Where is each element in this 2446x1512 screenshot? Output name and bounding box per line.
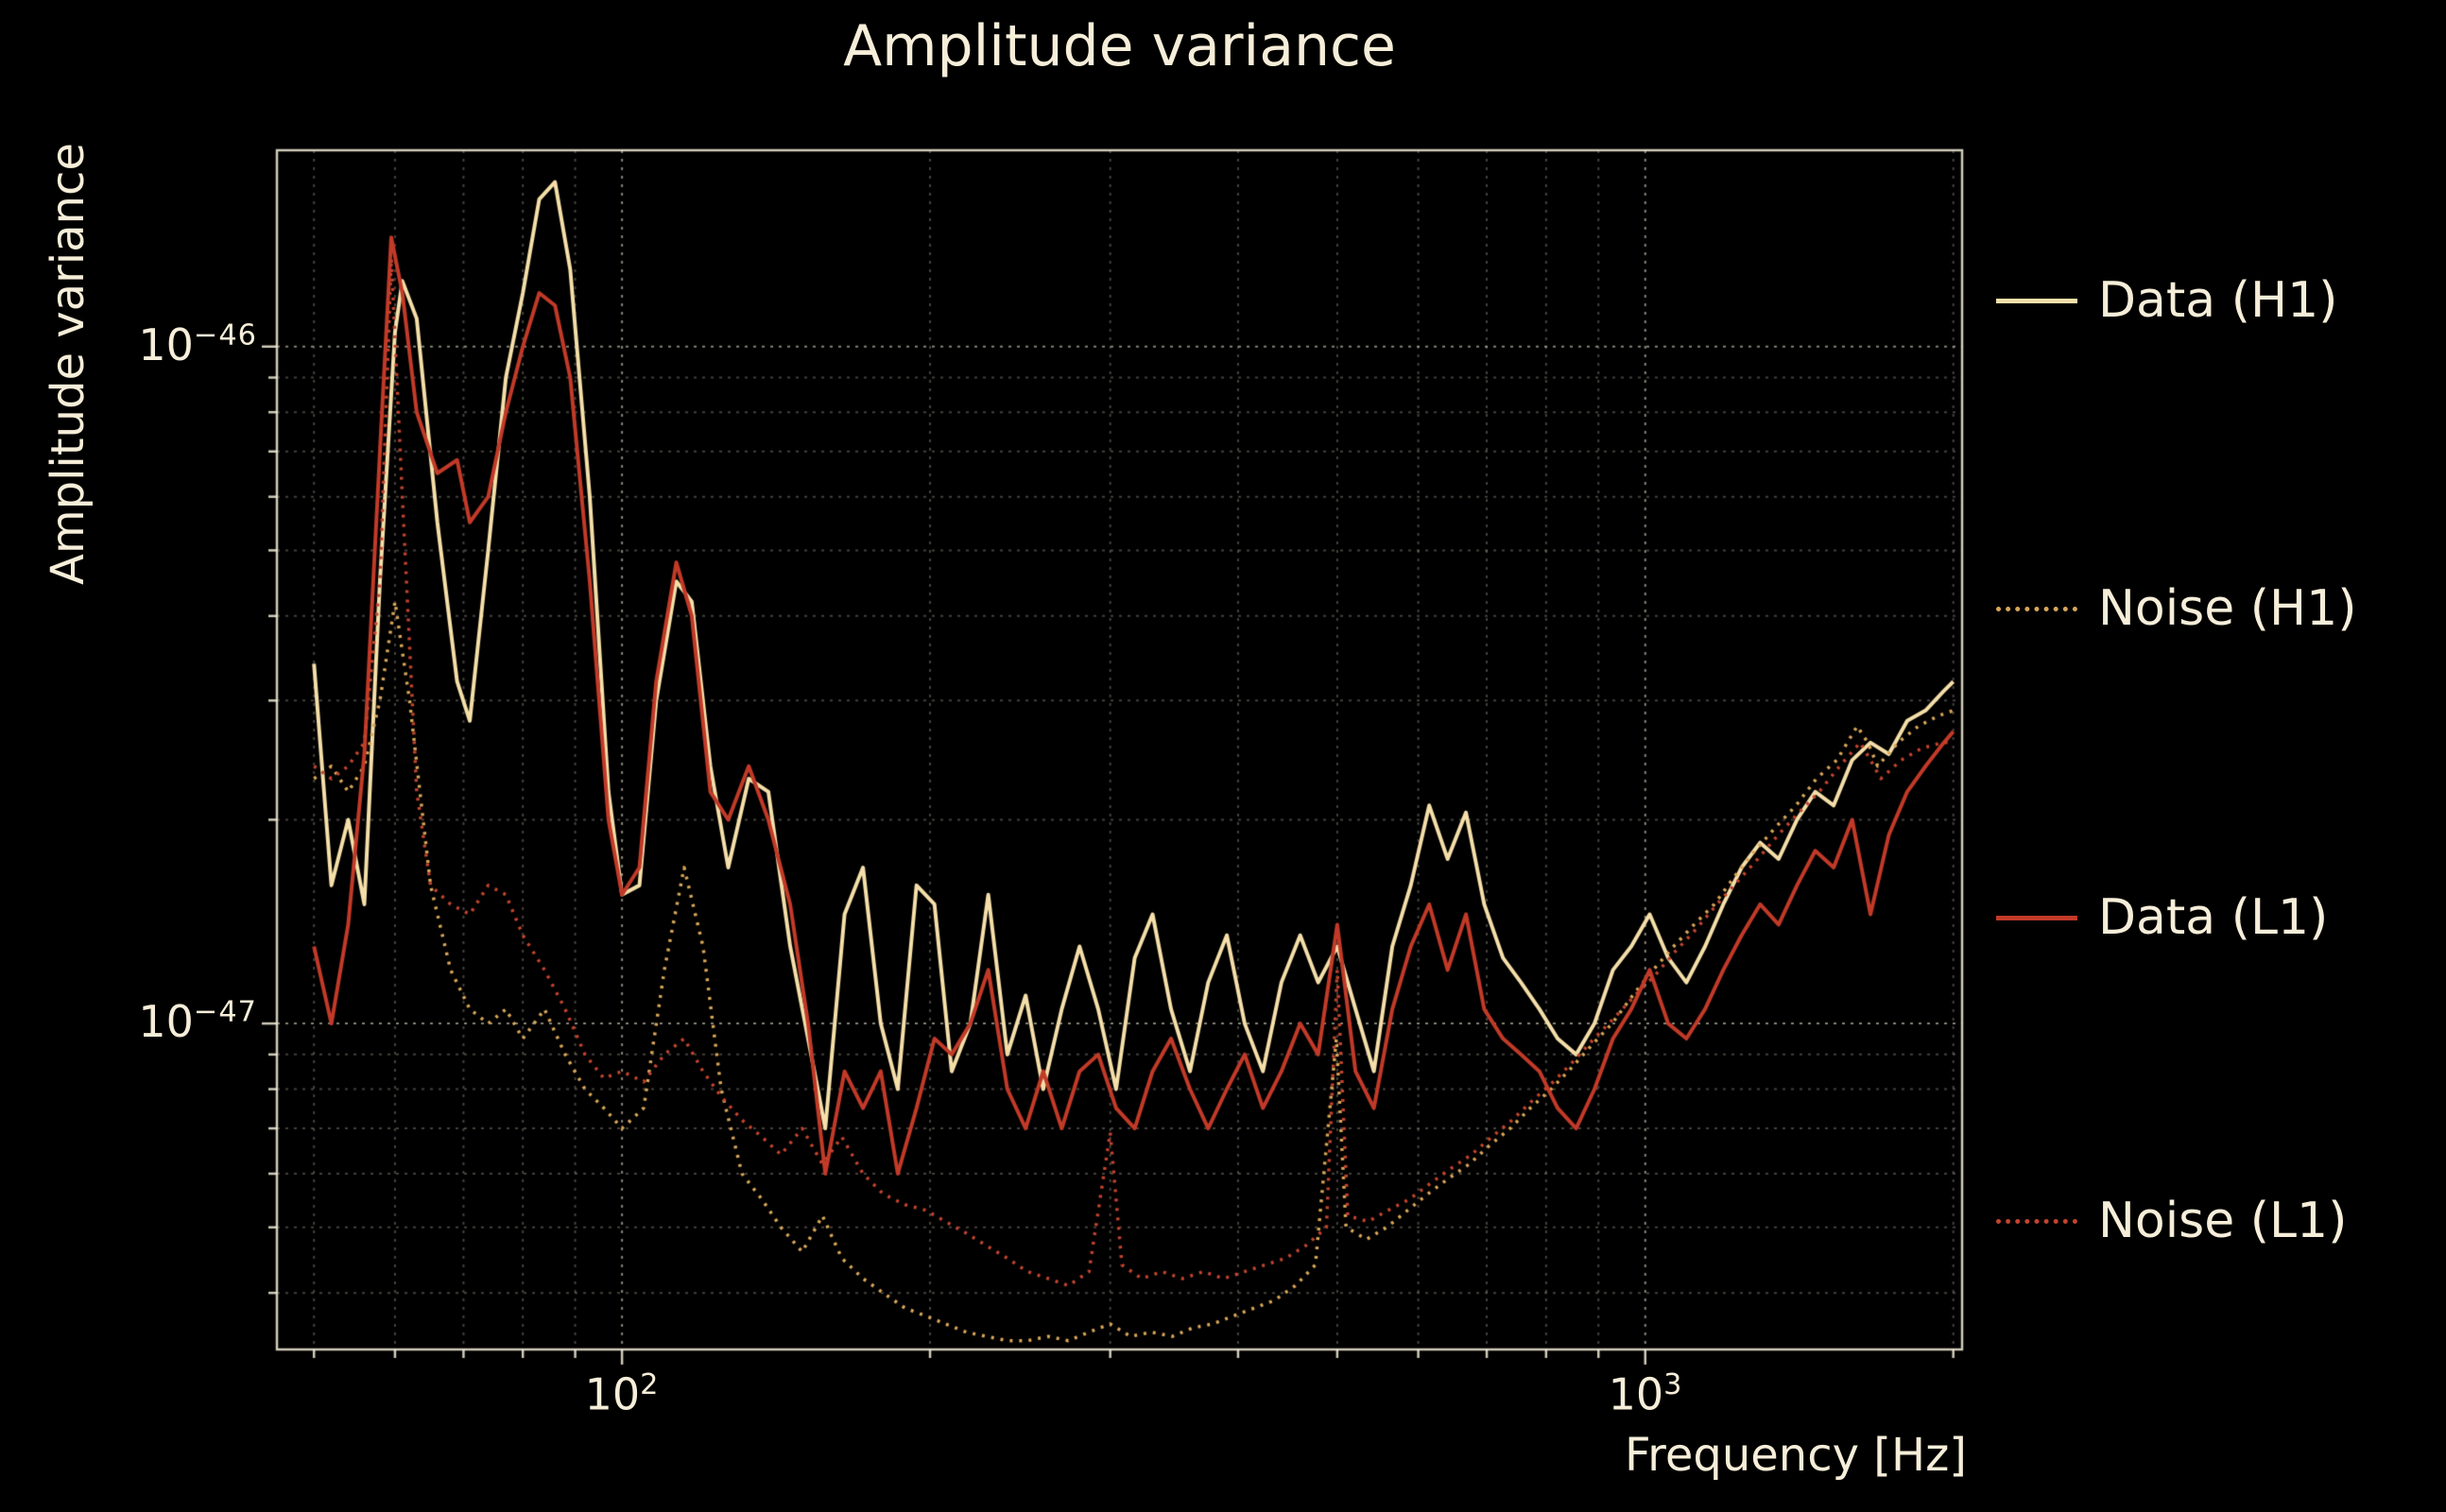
y-tick-base: 10 [138, 995, 194, 1047]
x-tick-100: 102 [585, 1368, 660, 1419]
y-tick-base: 10 [138, 318, 194, 370]
legend-line-sample-data-l1 [1996, 915, 2077, 920]
legend-line-sample-noise-h1 [1996, 606, 2077, 611]
legend-entry-data-h1: Data (H1) [1996, 270, 2337, 331]
legend-label-data-l1: Data (L1) [2098, 889, 2329, 946]
legend-label-noise-h1: Noise (H1) [2098, 580, 2357, 637]
chart-title: Amplitude variance [843, 13, 1396, 79]
legend-line-sample-data-h1 [1996, 298, 2077, 303]
y-tick-1e-46: 10−46 [0, 319, 257, 370]
y-tick-exponent: −46 [193, 318, 257, 352]
x-tick-1000: 103 [1609, 1368, 1683, 1419]
legend-entry-noise-l1: Noise (L1) [1996, 1191, 2347, 1251]
x-axis-label: Frequency [Hz] [1625, 1429, 1967, 1482]
y-tick-1e-47: 10−47 [0, 996, 257, 1047]
x-tick-exponent: 3 [1663, 1368, 1683, 1401]
legend-line-sample-noise-l1 [1996, 1218, 2077, 1224]
legend-label-noise-l1: Noise (L1) [2098, 1193, 2348, 1249]
x-tick-exponent: 2 [640, 1368, 660, 1401]
x-tick-base: 10 [1608, 1368, 1664, 1420]
legend-label-data-h1: Data (H1) [2098, 272, 2338, 329]
x-tick-base: 10 [584, 1368, 641, 1420]
legend-entry-data-l1: Data (L1) [1996, 887, 2328, 948]
legend-entry-noise-h1: Noise (H1) [1996, 578, 2357, 639]
y-tick-exponent: −47 [193, 995, 257, 1029]
